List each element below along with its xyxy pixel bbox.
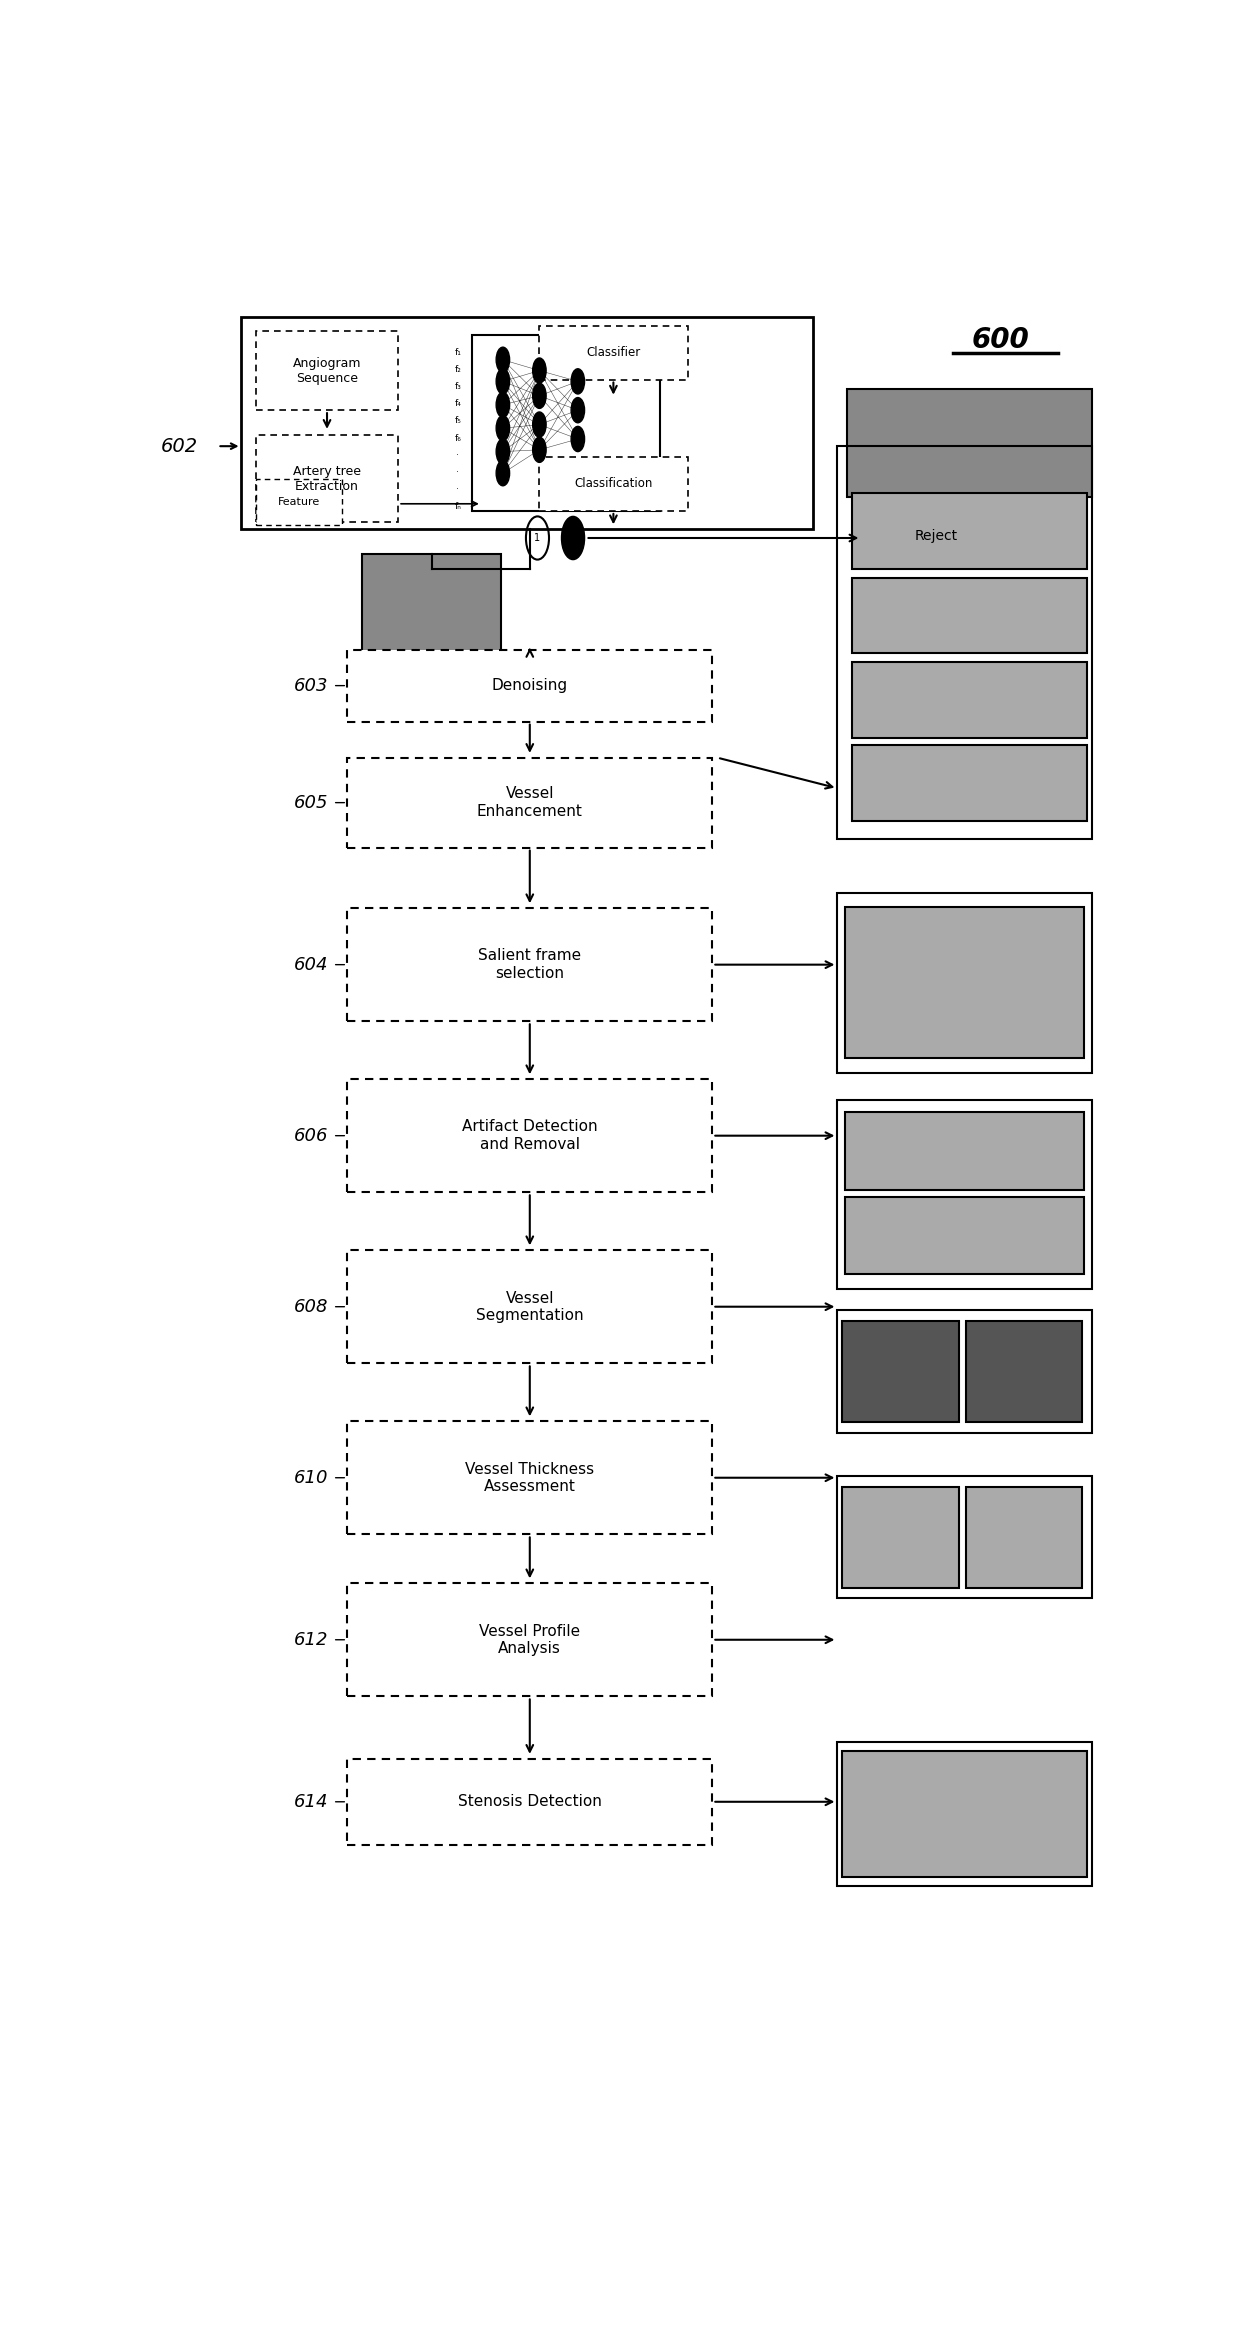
Text: Feature: Feature [278, 498, 320, 507]
Text: 604: 604 [294, 956, 327, 973]
FancyBboxPatch shape [847, 388, 1092, 496]
Text: ·: · [456, 468, 459, 477]
Circle shape [533, 358, 546, 383]
FancyBboxPatch shape [539, 456, 688, 512]
Text: 606: 606 [294, 1127, 327, 1146]
Text: f₃: f₃ [454, 383, 461, 390]
Text: Vessel Thickness
Assessment: Vessel Thickness Assessment [465, 1461, 594, 1494]
Text: 1: 1 [534, 533, 541, 542]
FancyBboxPatch shape [347, 907, 713, 1022]
Text: 610: 610 [294, 1468, 327, 1487]
Text: 614: 614 [294, 1793, 327, 1810]
FancyBboxPatch shape [347, 1758, 713, 1845]
Text: f₅: f₅ [454, 416, 461, 426]
Text: ·: · [456, 484, 459, 493]
Text: Classification: Classification [574, 477, 653, 491]
Circle shape [572, 426, 584, 451]
Text: Artifact Detection
and Removal: Artifact Detection and Removal [463, 1120, 598, 1153]
Circle shape [572, 369, 584, 395]
Text: ·: · [456, 451, 459, 461]
Text: 600: 600 [972, 325, 1029, 353]
FancyBboxPatch shape [242, 316, 813, 528]
FancyBboxPatch shape [852, 493, 1087, 568]
Circle shape [496, 393, 510, 419]
FancyBboxPatch shape [347, 1583, 713, 1697]
FancyBboxPatch shape [966, 1487, 1083, 1588]
Text: Stenosis Detection: Stenosis Detection [458, 1793, 601, 1810]
FancyBboxPatch shape [347, 758, 713, 849]
Circle shape [533, 383, 546, 409]
FancyBboxPatch shape [852, 746, 1087, 821]
FancyBboxPatch shape [842, 1487, 959, 1588]
Text: Angiogram
Sequence: Angiogram Sequence [293, 358, 361, 383]
FancyBboxPatch shape [842, 1751, 1087, 1877]
Text: 612: 612 [294, 1632, 327, 1648]
Text: Salient frame
selection: Salient frame selection [479, 949, 582, 982]
Circle shape [572, 397, 584, 423]
Text: Artery tree
Extraction: Artery tree Extraction [293, 465, 361, 493]
FancyBboxPatch shape [472, 334, 660, 512]
Circle shape [496, 461, 510, 486]
Text: 602: 602 [161, 437, 198, 456]
Text: fₙ: fₙ [454, 503, 461, 512]
FancyBboxPatch shape [844, 1197, 1084, 1274]
FancyBboxPatch shape [347, 650, 713, 722]
FancyBboxPatch shape [539, 325, 688, 379]
Circle shape [496, 346, 510, 372]
Text: Denoising: Denoising [492, 678, 568, 692]
FancyBboxPatch shape [966, 1321, 1083, 1422]
FancyBboxPatch shape [842, 1321, 959, 1422]
Text: f₁: f₁ [454, 348, 461, 358]
FancyBboxPatch shape [852, 577, 1087, 652]
Circle shape [533, 411, 546, 437]
Circle shape [496, 440, 510, 465]
Text: f₄: f₄ [454, 400, 461, 409]
Text: 603: 603 [294, 676, 327, 694]
FancyBboxPatch shape [255, 435, 398, 521]
FancyBboxPatch shape [852, 662, 1087, 739]
Text: Classifier: Classifier [587, 346, 641, 360]
Text: 608: 608 [294, 1298, 327, 1316]
FancyBboxPatch shape [362, 554, 501, 652]
Text: f₂: f₂ [454, 365, 461, 374]
Text: Vessel
Enhancement: Vessel Enhancement [477, 786, 583, 818]
FancyBboxPatch shape [862, 507, 1011, 566]
Text: Reject: Reject [914, 528, 957, 542]
Text: 0: 0 [570, 533, 577, 542]
Circle shape [496, 416, 510, 442]
Text: Vessel
Segmentation: Vessel Segmentation [476, 1291, 584, 1323]
Circle shape [533, 437, 546, 463]
FancyBboxPatch shape [347, 1078, 713, 1192]
Circle shape [496, 369, 510, 395]
FancyBboxPatch shape [255, 479, 342, 526]
FancyBboxPatch shape [255, 332, 398, 409]
Text: f₆: f₆ [454, 433, 461, 442]
FancyBboxPatch shape [347, 1251, 713, 1363]
FancyBboxPatch shape [347, 1422, 713, 1534]
Circle shape [562, 517, 584, 559]
Text: Vessel Profile
Analysis: Vessel Profile Analysis [479, 1623, 580, 1655]
Text: 605: 605 [294, 793, 327, 811]
FancyBboxPatch shape [844, 1113, 1084, 1190]
FancyBboxPatch shape [844, 907, 1084, 1059]
